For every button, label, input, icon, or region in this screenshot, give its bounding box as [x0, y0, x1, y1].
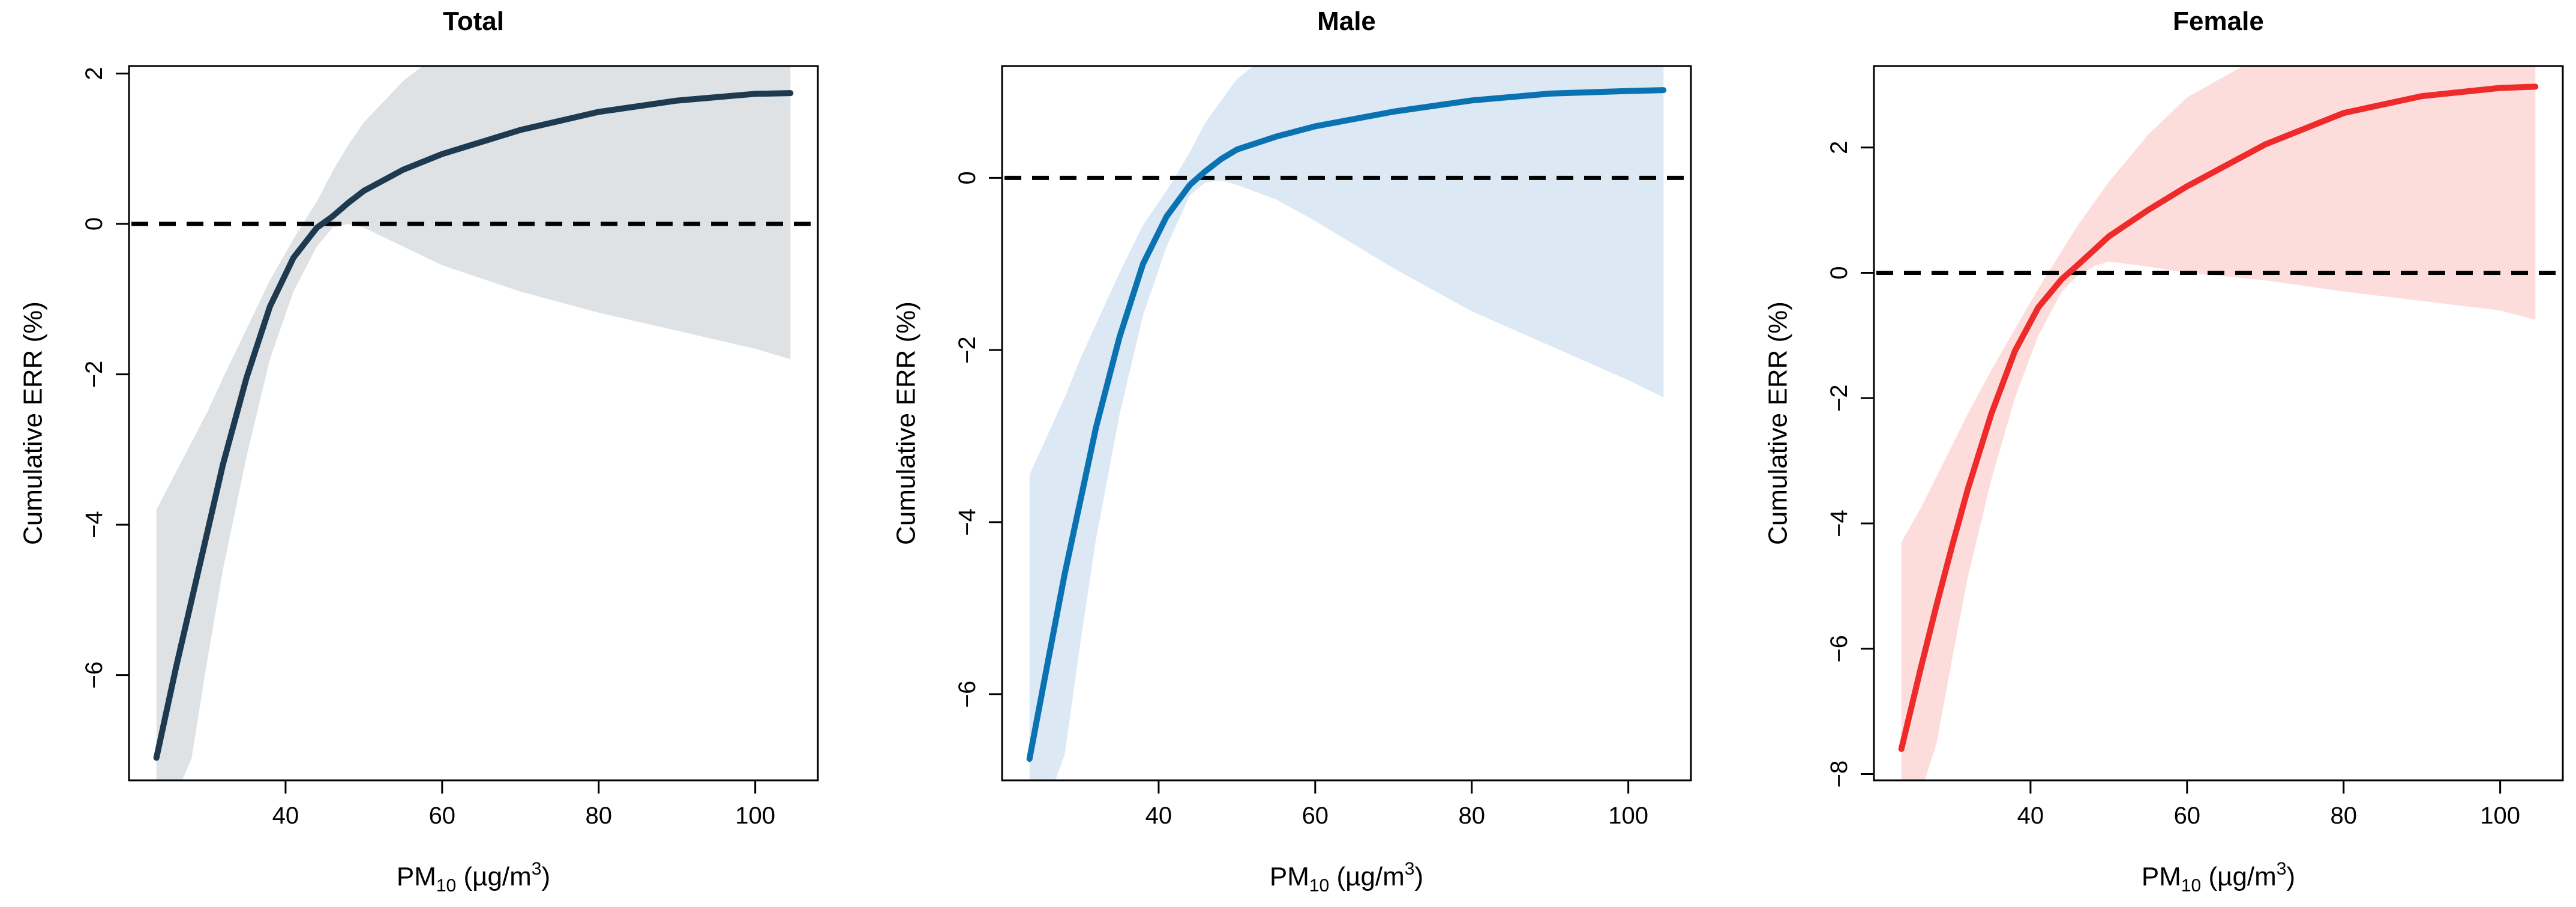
confidence-band — [156, 66, 791, 780]
x-tick-label: 80 — [1458, 803, 1485, 829]
y-tick-label: −2 — [81, 361, 107, 388]
y-tick-label: −6 — [81, 661, 107, 689]
plot-frame — [1873, 65, 2564, 782]
plot-frame — [1001, 65, 1692, 782]
x-axis-label: PM10 (µg/m3) — [1270, 859, 1423, 896]
x-tick-label: 80 — [2330, 803, 2357, 829]
confidence-band — [1901, 66, 2536, 780]
y-tick-label: 0 — [81, 217, 107, 231]
panel-title: Total — [443, 7, 504, 36]
x-tick-label: 40 — [272, 803, 299, 829]
x-tick-label: 100 — [1608, 803, 1648, 829]
x-tick-label: 100 — [735, 803, 775, 829]
panel-total: 40 60 80 100 −6 −4 −2 0 2 Total Cumulative ERR (%)… — [19, 7, 819, 896]
y-axis-label: Cumulative ERR (%) — [19, 301, 48, 545]
y-tick-label: −6 — [954, 681, 980, 708]
y-tick-label: −4 — [81, 511, 107, 538]
panel-female: 40 60 80 100 −8 −6 −4 −2 0 2 Female Cumulative ERR … — [1764, 7, 2564, 896]
x-tick-label: 100 — [2480, 803, 2520, 829]
y-tick-label: −2 — [954, 336, 980, 364]
x-axis-label: PM10 (µg/m3) — [397, 859, 550, 896]
panel-title: Female — [2173, 7, 2264, 36]
panel-male: 40 60 80 100 −6 −4 −2 0 Male Cumulative ERR (%) PM… — [892, 7, 1692, 896]
y-tick-label: −4 — [954, 508, 980, 536]
y-tick-label: 0 — [954, 171, 980, 184]
y-tick-label: −8 — [1826, 761, 1852, 788]
err-curve — [1026, 87, 1667, 762]
x-tick-label: 60 — [429, 803, 456, 829]
plot-frame — [128, 65, 819, 782]
y-tick-label: −6 — [1826, 635, 1852, 663]
y-axis-label: Cumulative ERR (%) — [892, 301, 921, 545]
x-tick-label: 60 — [1302, 803, 1329, 829]
x-tick-label: 60 — [2174, 803, 2201, 829]
x-tick-label: 40 — [1145, 803, 1172, 829]
y-tick-label: 2 — [81, 67, 107, 80]
x-axis-label: PM10 (µg/m3) — [2142, 859, 2295, 896]
err-curve — [153, 90, 794, 761]
y-axis-label: Cumulative ERR (%) — [1764, 301, 1793, 545]
confidence-band — [1029, 66, 1664, 780]
err-curve — [1898, 83, 2539, 752]
x-tick-label: 80 — [585, 803, 612, 829]
y-tick-label: −4 — [1826, 510, 1852, 537]
y-tick-label: 2 — [1826, 141, 1852, 154]
panel-title: Male — [1317, 7, 1376, 36]
y-tick-label: −2 — [1826, 384, 1852, 412]
x-tick-label: 40 — [2017, 803, 2044, 829]
y-tick-label: 0 — [1826, 266, 1852, 279]
